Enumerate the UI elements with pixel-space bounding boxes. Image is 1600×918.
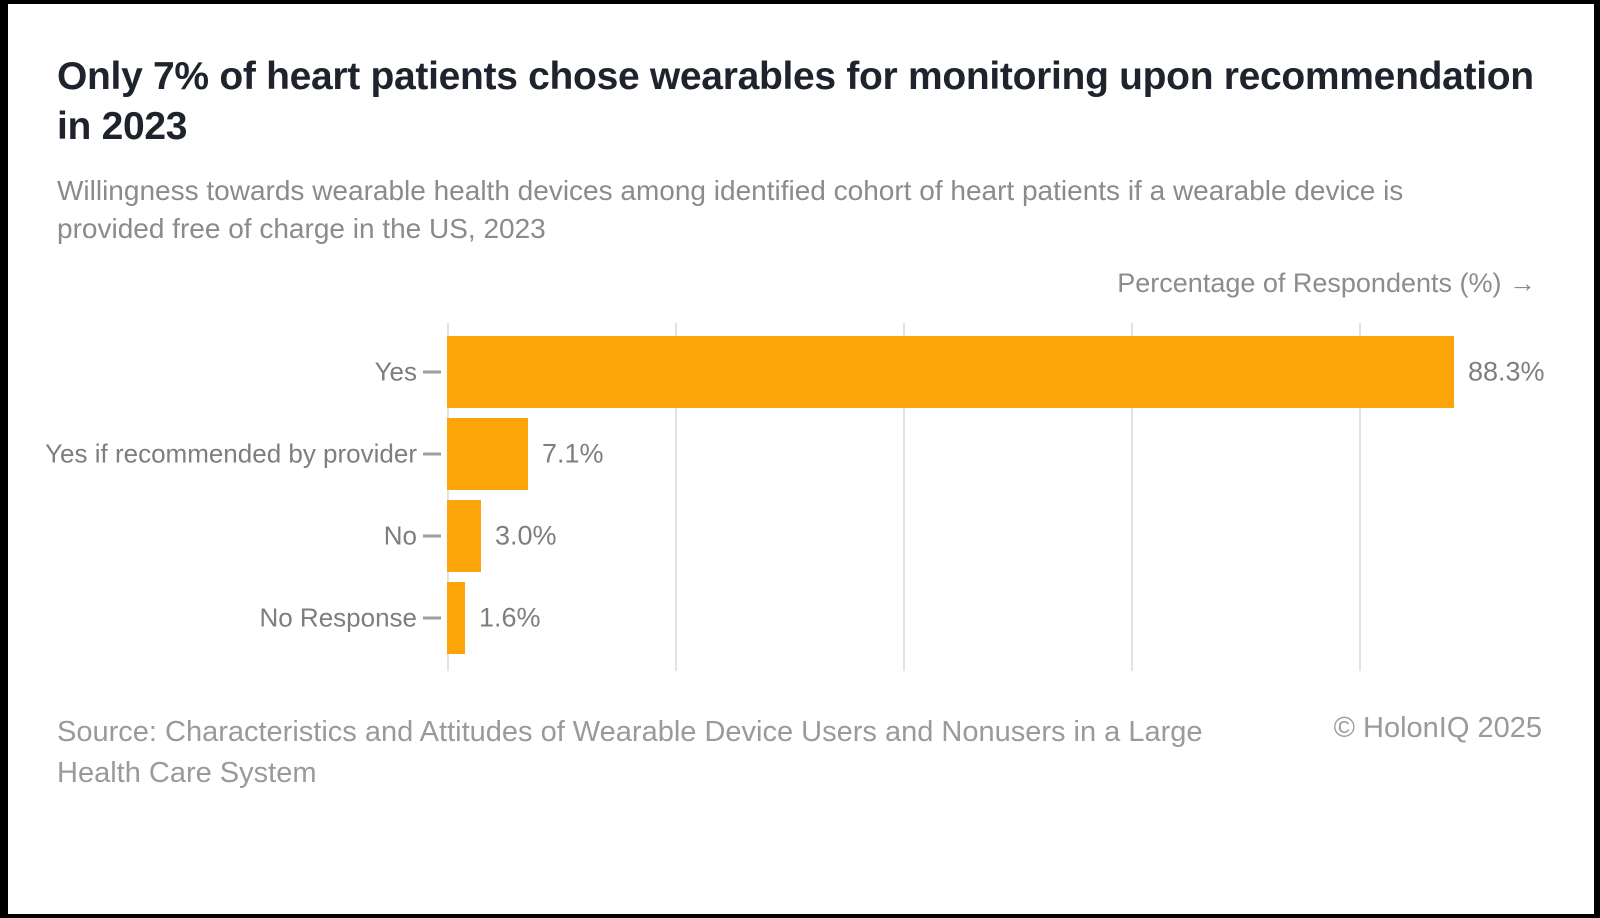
value-label: 88.3% [1468,356,1545,387]
value-label: 7.1% [542,438,604,469]
gridline [1359,323,1361,671]
bar [447,336,1454,408]
source-note: Source: Characteristics and Attitudes of… [57,716,1203,789]
bar-row: Yes if recommended by provider 7.1% [45,418,1592,490]
bar [447,582,465,654]
gridline [447,323,449,671]
gridline [675,323,677,671]
bar [447,500,481,572]
category-label: Yes if recommended by provider [45,438,417,469]
axis-tick [423,370,441,374]
axis-tick [423,616,441,620]
value-label: 1.6% [479,602,541,633]
axis-tick [423,534,441,538]
x-axis-label: Percentage of Respondents (%) → [1117,268,1536,298]
bar [447,418,528,490]
bar-row: No Response 1.6% [259,582,1592,654]
chart-card: Only 7% of heart patients chose wearable… [8,4,1594,914]
category-label: Yes [374,356,417,387]
chart-title: Only 7% of heart patients chose wearable… [57,55,1534,148]
copyright-note: © HolonIQ 2025 [1333,712,1542,744]
bar-row: No 3.0% [384,500,1592,572]
category-label: No Response [259,602,417,633]
axis-tick [423,452,441,456]
gridline [1131,323,1133,671]
gridline [903,323,905,671]
chart-subtitle: Willingness towards wearable health devi… [57,175,1404,244]
category-label: No [383,520,417,551]
bar-row: Yes 88.3% [375,336,1592,408]
value-label: 3.0% [495,520,557,551]
bar-chart-plot: Yes 88.3% Yes if recommended by provider 7.… [45,323,1592,671]
